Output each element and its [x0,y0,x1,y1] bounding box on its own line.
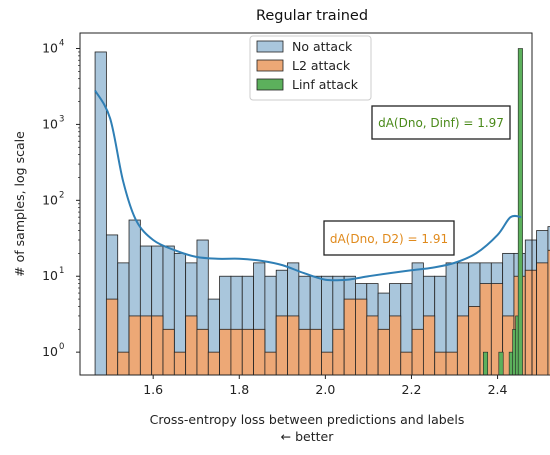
l2-attack-bar-14 [253,328,266,376]
l2-attack-bar-40 [547,249,550,376]
l2-attack-bar-19 [309,328,322,376]
l2-attack-bar-21 [332,328,345,376]
x-tick-label: 2.2 [402,382,422,397]
chart-title: Regular trained [256,8,368,24]
legend-swatch-l2-attack [256,59,284,72]
l2-attack-bar-39 [536,262,549,376]
l2-attack-bar-30 [434,351,447,376]
linf-attack-bar-1 [498,351,504,376]
l2-attack-bar-33 [468,306,481,376]
y-tick-label: 10 [42,192,58,207]
l2-attack-bar-3 [128,315,141,376]
annotation-l2-box [323,220,455,256]
l2-attack-bar-16 [275,315,288,376]
y-tick-label: 10 [42,268,58,283]
y-tick-label: 10 [42,116,58,131]
legend-label-linf-attack: Linf attack [292,77,359,92]
l2-attack-bar-6 [162,328,175,376]
l2-attack-bar-15 [264,351,277,376]
y-tick-label: 10 [42,344,58,359]
y-axis-title: # of samples, log scale [12,131,27,277]
x-axis-title: Cross-entropy loss between predictions a… [150,412,465,427]
l2-attack-bar-10 [207,351,220,376]
legend-swatch-linf-attack [256,78,284,91]
y-tick-exponent: 2 [59,190,64,200]
l2-attack-bar-2 [117,351,130,376]
l2-attack-bar-8 [185,315,198,376]
y-tick-exponent: 0 [59,342,64,352]
l2-attack-bar-11 [219,328,232,376]
x-axis-ticks: 1.6 1.8 2.0 2.2 2.4 [143,375,508,397]
l2-attack-bar-1 [105,298,119,376]
l2-attack-bar-5 [151,315,164,376]
annotation-linf-text: dA(Dno, Dinf) = 1.97 [378,116,504,130]
l2-attack-bar-17 [287,315,300,376]
l2-attack-bar-28 [411,328,424,376]
annotation-l2-text: dA(Dno, D2) = 1.91 [330,232,448,246]
x-tick-label: 1.6 [143,382,163,397]
x-tick-label: 1.8 [229,382,249,397]
x-tick-label: 2.4 [488,382,508,397]
y-tick-exponent: 3 [59,114,64,124]
l2-attack-bar-29 [422,315,436,376]
annotation-linf: dA(Dno, Dinf) = 1.97 [371,105,511,140]
annotation-l2: dA(Dno, D2) = 1.91 [323,220,455,256]
y-tick-exponent: 1 [59,266,64,276]
l2-attack-bar-24 [366,315,379,376]
l2-attack-bar-32 [456,315,470,376]
legend-label-no-attack: No attack [292,39,353,54]
l2-attack-bar-20 [321,351,334,376]
l2-attack-bar-23 [355,298,368,376]
y-tick-exponent: 4 [59,38,64,48]
l2-attack-bars [105,249,550,376]
annotation-linf-box [371,105,511,140]
l2-attack-bar-31 [445,351,458,376]
x-tick-label: 2.0 [315,382,335,397]
l2-attack-bar-12 [230,328,243,376]
l2-attack-bar-7 [173,351,187,376]
linf-attack-bar-0 [483,351,489,376]
kde-curve [94,89,522,282]
l2-attack-bar-4 [139,315,153,376]
l2-attack-bar-13 [241,328,254,376]
l2-attack-bar-27 [400,351,413,376]
l2-attack-bar-18 [298,328,311,376]
l2-attack-bar-22 [343,298,356,376]
linf-attack-bar-5 [517,48,523,376]
legend-label-l2-attack: L2 attack [292,58,351,73]
x-axis-subtitle: ← better [281,429,335,444]
l2-attack-bar-38 [524,269,538,376]
legend: No attack L2 attack Linf attack [249,35,372,101]
legend-swatch-no-attack [256,40,284,53]
l2-attack-bar-25 [377,328,390,376]
l2-attack-bar-9 [196,328,209,376]
l2-attack-bar-26 [389,315,402,376]
y-tick-label: 10 [42,40,58,55]
